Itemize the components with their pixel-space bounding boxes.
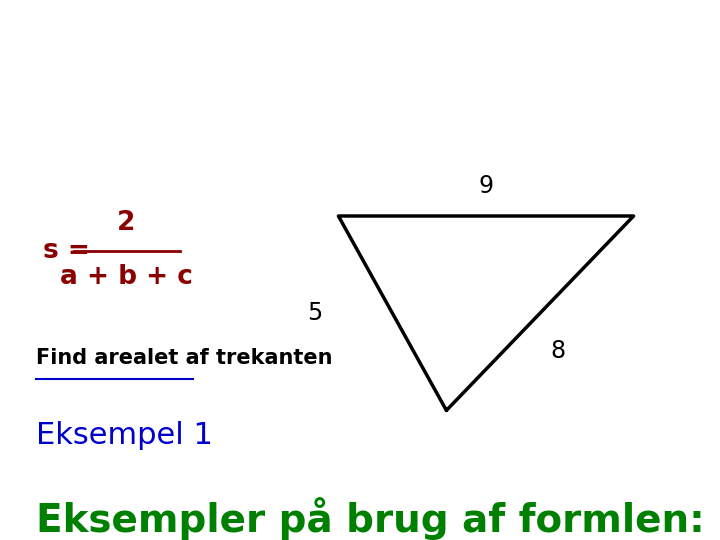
- Text: 5: 5: [307, 301, 323, 325]
- Text: a + b + c: a + b + c: [60, 264, 192, 290]
- Text: 2: 2: [117, 210, 135, 236]
- Text: s =: s =: [43, 238, 99, 264]
- Text: 9: 9: [479, 174, 493, 198]
- Text: Eksempel 1: Eksempel 1: [36, 421, 213, 450]
- Text: Eksempler på brug af formlen:: Eksempler på brug af formlen:: [36, 497, 705, 540]
- Text: 8: 8: [550, 339, 566, 363]
- Text: Find arealet af trekanten: Find arealet af trekanten: [36, 348, 333, 368]
